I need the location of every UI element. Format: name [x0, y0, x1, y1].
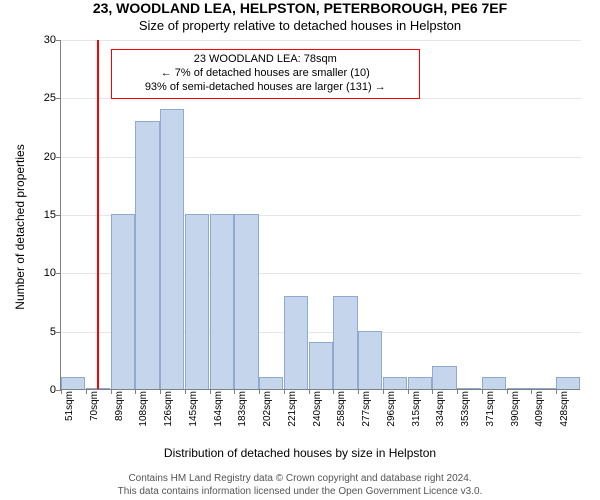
x-tick-label: 164sqm [213, 391, 224, 427]
y-tick-label: 15 [31, 209, 56, 221]
y-tick-label: 30 [31, 34, 56, 46]
histogram-bar [210, 214, 234, 389]
y-tick-label: 0 [31, 384, 56, 396]
footer-copyright: Contains HM Land Registry data © Crown c… [0, 473, 600, 484]
y-tick-label: 5 [31, 326, 56, 338]
annotation-box: 23 WOODLAND LEA: 78sqm← 7% of detached h… [111, 49, 421, 98]
x-tick-label: 51sqm [64, 391, 75, 421]
histogram-bar [333, 296, 357, 389]
x-tick-label: 258sqm [336, 391, 347, 427]
histogram-plot: 05101520253051sqm70sqm89sqm108sqm126sqm1… [60, 40, 580, 390]
x-tick-label: 296sqm [386, 391, 397, 427]
x-tick-label: 428sqm [559, 391, 570, 427]
x-tick-label: 409sqm [534, 391, 545, 427]
histogram-bar [135, 121, 159, 389]
histogram-bar [507, 388, 531, 389]
x-tick-label: 240sqm [312, 391, 323, 427]
histogram-bar [383, 377, 407, 389]
x-tick-label: 390sqm [510, 391, 521, 427]
histogram-bar [111, 214, 135, 389]
gridline [61, 40, 581, 41]
histogram-bar [309, 342, 333, 389]
histogram-bar [482, 377, 506, 389]
x-tick-label: 89sqm [114, 391, 125, 421]
y-tick-label: 20 [31, 151, 56, 163]
x-tick-label: 108sqm [138, 391, 149, 427]
x-tick-label: 371sqm [485, 391, 496, 427]
x-tick-label: 277sqm [361, 391, 372, 427]
histogram-bar [432, 366, 456, 389]
x-axis-label: Distribution of detached houses by size … [0, 446, 600, 460]
histogram-bar [556, 377, 580, 389]
annotation-line: 23 WOODLAND LEA: 78sqm [118, 53, 414, 67]
x-tick-label: 126sqm [163, 391, 174, 427]
x-tick-label: 334sqm [435, 391, 446, 427]
x-tick-label: 353sqm [460, 391, 471, 427]
x-tick-label: 202sqm [262, 391, 273, 427]
histogram-bar [259, 377, 283, 389]
page-title-address: 23, WOODLAND LEA, HELPSTON, PETERBOROUGH… [0, 0, 600, 16]
y-tick-label: 25 [31, 92, 56, 104]
x-tick-label: 315sqm [411, 391, 422, 427]
histogram-bar [408, 377, 432, 389]
x-tick-label: 183sqm [237, 391, 248, 427]
footer-licence: This data contains information licensed … [0, 486, 600, 497]
histogram-bar [160, 109, 184, 389]
page-subtitle: Size of property relative to detached ho… [0, 18, 600, 33]
x-tick-label: 70sqm [89, 391, 100, 421]
histogram-bar [185, 214, 209, 389]
x-tick-label: 145sqm [188, 391, 199, 427]
y-tick-label: 10 [31, 267, 56, 279]
annotation-line: 93% of semi-detached houses are larger (… [118, 81, 414, 95]
histogram-bar [61, 377, 85, 389]
property-marker-line [97, 40, 99, 389]
annotation-line: ← 7% of detached houses are smaller (10) [118, 67, 414, 81]
histogram-bar [358, 331, 382, 389]
histogram-bar [531, 388, 555, 389]
y-axis-label: Number of detached properties [13, 77, 27, 377]
histogram-bar [234, 214, 258, 389]
histogram-bar [284, 296, 308, 389]
x-tick-label: 221sqm [287, 391, 298, 427]
histogram-bar [457, 388, 481, 389]
